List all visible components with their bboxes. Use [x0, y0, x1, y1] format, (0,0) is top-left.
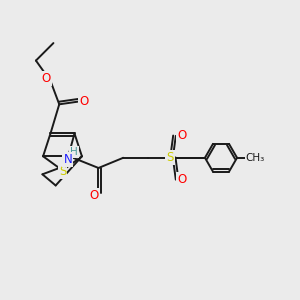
Text: S: S — [59, 165, 66, 178]
Text: CH₃: CH₃ — [246, 153, 265, 163]
Text: N: N — [64, 153, 72, 166]
Text: O: O — [80, 95, 89, 108]
Text: H: H — [70, 147, 78, 157]
Text: O: O — [89, 189, 99, 202]
Text: S: S — [166, 151, 174, 164]
Text: O: O — [177, 173, 186, 186]
Text: O: O — [41, 72, 51, 85]
Text: O: O — [177, 129, 186, 142]
